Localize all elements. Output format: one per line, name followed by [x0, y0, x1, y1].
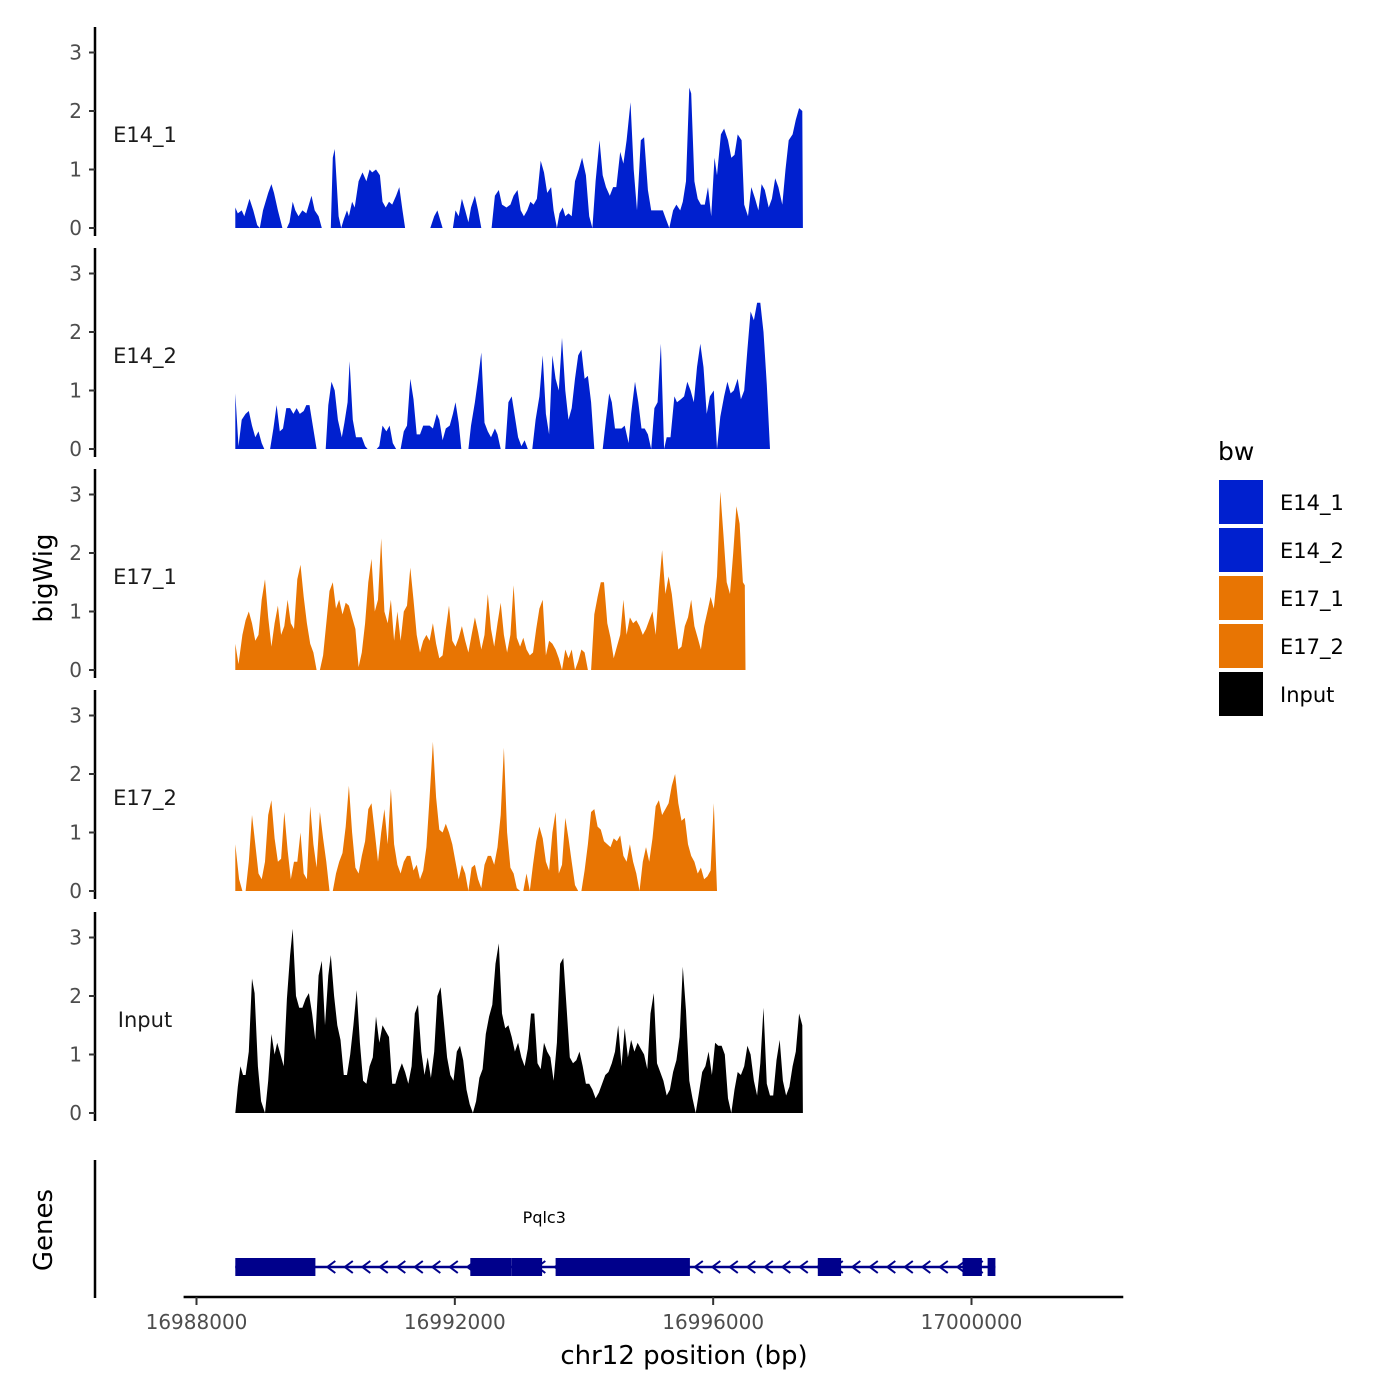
genes-panel: Pqlc3 — [93, 1160, 996, 1298]
strand-arrow — [343, 1260, 354, 1274]
exon-1 — [235, 1258, 316, 1276]
exon-5 — [817, 1258, 842, 1276]
y-tick-label-E14_2-3: 3 — [69, 262, 82, 286]
legend-key-E17_1 — [1219, 576, 1263, 620]
y-tick-label-E17_1-3: 3 — [69, 483, 82, 507]
area-E14_2 — [235, 302, 771, 449]
exon-4 — [555, 1258, 690, 1276]
strand-arrow — [798, 1260, 809, 1274]
y-tick-label-E14_1-1: 1 — [69, 158, 82, 182]
legend-title: bw — [1218, 437, 1254, 466]
track-E17_1: 0 1 2 3 E17_1 — [69, 468, 746, 682]
strand-arrow — [413, 1260, 424, 1274]
strand-arrow — [728, 1260, 739, 1274]
legend-key-E17_2 — [1219, 624, 1263, 668]
exon-7 — [987, 1258, 996, 1276]
y-tick-label-E17_2-2: 2 — [69, 762, 82, 786]
track-label-Input: Input — [118, 1008, 172, 1032]
strand-arrow — [710, 1260, 721, 1274]
exon-2 — [470, 1258, 512, 1276]
exon-3 — [511, 1258, 543, 1276]
legend-label-Input: Input — [1280, 683, 1334, 707]
y-tick-label-E14_1-2: 2 — [69, 99, 82, 123]
strand-arrow — [763, 1260, 774, 1274]
y-tick-label-E17_1-0: 0 — [69, 658, 82, 682]
area-Input — [235, 928, 803, 1113]
exon-6 — [962, 1258, 982, 1276]
track-label-E14_1: E14_1 — [113, 123, 177, 148]
strand-arrow — [850, 1260, 861, 1274]
y-tick-label-Input-1: 1 — [69, 1043, 82, 1067]
gene-label-Pqlc3: Pqlc3 — [523, 1208, 566, 1227]
gene-Pqlc3: Pqlc3 — [235, 1208, 996, 1276]
strand-arrow — [780, 1260, 791, 1274]
track-E17_2: 0 1 2 3 E17_2 — [69, 689, 718, 903]
legend-key-E14_2 — [1219, 528, 1263, 572]
x-tick-label-16988000: 16988000 — [146, 1310, 248, 1334]
strand-arrow — [885, 1260, 896, 1274]
track-label-E17_1: E17_1 — [113, 565, 177, 590]
x-axis-title: chr12 position (bp) — [560, 1341, 807, 1371]
y-tick-label-E17_1-2: 2 — [69, 541, 82, 565]
bigwig-tracks: 0 1 2 3 E14_1 0 1 2 3 E14_2 0 1 2 3 E17_1 0 1 2 3 E17_2 0 1 2 3… — [69, 26, 803, 1125]
y-tick-label-E17_2-3: 3 — [69, 704, 82, 728]
x-tick-label-16992000: 16992000 — [404, 1310, 506, 1334]
y-tick-label-E14_2-2: 2 — [69, 320, 82, 344]
strand-arrow — [325, 1260, 336, 1274]
legend-key-E14_1 — [1219, 480, 1263, 524]
y-tick-label-E17_1-1: 1 — [69, 600, 82, 624]
strand-arrow — [395, 1260, 406, 1274]
strand-arrow — [903, 1260, 914, 1274]
strand-arrow — [920, 1260, 931, 1274]
legend-label-E14_2: E14_2 — [1280, 539, 1344, 564]
y-tick-label-E17_2-0: 0 — [69, 879, 82, 903]
y-tick-label-E14_1-0: 0 — [69, 216, 82, 240]
legend: bw E14_1 E14_2 E17_1 E17_2 Input — [1218, 437, 1344, 716]
legend-key-Input — [1219, 672, 1263, 716]
y-tick-label-E17_2-1: 1 — [69, 821, 82, 845]
area-E14_1 — [235, 87, 803, 228]
strand-arrow — [938, 1260, 949, 1274]
y-tick-label-E14_2-1: 1 — [69, 379, 82, 403]
track-label-E17_2: E17_2 — [113, 786, 177, 811]
y-tick-label-E14_1-3: 3 — [69, 41, 82, 65]
strand-arrow — [745, 1260, 756, 1274]
strand-arrow — [448, 1260, 459, 1274]
strand-arrow — [430, 1260, 441, 1274]
x-tick-label-16996000: 16996000 — [662, 1310, 764, 1334]
track-E14_2: 0 1 2 3 E14_2 — [69, 247, 771, 461]
track-label-E14_2: E14_2 — [113, 344, 177, 369]
y-tick-label-Input-3: 3 — [69, 926, 82, 950]
track-E14_1: 0 1 2 3 E14_1 — [69, 26, 803, 240]
genes-axis-title: Genes — [29, 1189, 59, 1271]
area-E17_1 — [235, 491, 746, 670]
y-tick-label-Input-2: 2 — [69, 984, 82, 1008]
area-E17_2 — [235, 741, 718, 891]
track-Input: 0 1 2 3 Input — [69, 911, 803, 1125]
y-axis-title: bigWig — [29, 533, 59, 622]
x-axis: 16988000 16992000 16996000 17000000 — [146, 1295, 1124, 1334]
legend-label-E14_1: E14_1 — [1280, 491, 1344, 516]
x-tick-label-17000000: 17000000 — [921, 1310, 1023, 1334]
strand-arrow — [693, 1260, 704, 1274]
legend-label-E17_2: E17_2 — [1280, 635, 1344, 660]
y-tick-label-E14_2-0: 0 — [69, 437, 82, 461]
strand-arrow — [378, 1260, 389, 1274]
legend-label-E17_1: E17_1 — [1280, 587, 1344, 612]
strand-arrow — [360, 1260, 371, 1274]
strand-arrow — [868, 1260, 879, 1274]
y-tick-label-Input-0: 0 — [69, 1101, 82, 1125]
